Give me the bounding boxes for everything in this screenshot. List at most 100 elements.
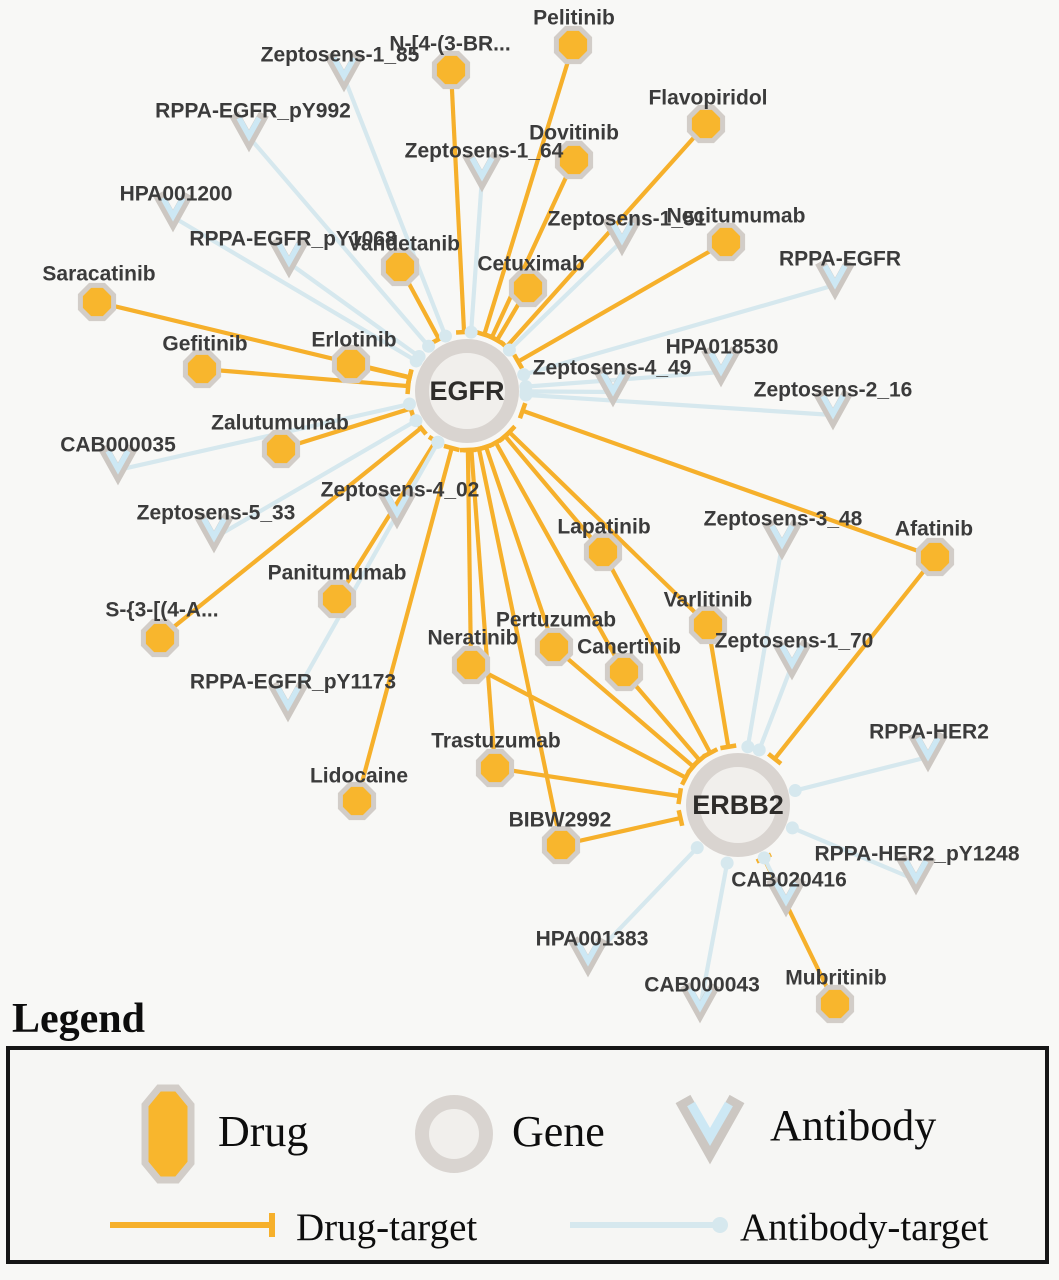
drug-node-canertinib[interactable]: Canertinib — [577, 636, 681, 692]
dot-arrowhead-icon — [757, 851, 771, 865]
node-label: N-[4-(3-BR... — [389, 33, 510, 56]
antibody-node-zeptosens_1_85[interactable]: Zeptosens-1_85 — [261, 44, 420, 93]
antibody-node-hpa001383[interactable]: HPA001383 — [536, 928, 649, 978]
edge-gefitinib-egfr — [201, 366, 412, 395]
drug-node-trastuzumab[interactable]: Trastuzumab — [431, 730, 561, 788]
antibody-chevron-inner-icon — [687, 987, 713, 1013]
antibody-legend-icon — [675, 1094, 745, 1165]
dot-arrowhead-icon — [402, 397, 416, 411]
antibody-chevron-inner-icon — [236, 116, 262, 142]
antibody-chevron-inner-icon — [331, 56, 357, 82]
node-label: Vandetanib — [348, 233, 460, 256]
dot-arrowhead-icon — [409, 414, 423, 428]
drug-node-panitumumab[interactable]: Panitumumab — [268, 562, 407, 619]
antibody-node-hpa001200[interactable]: HPA001200 — [120, 183, 233, 233]
node-label: RPPA-EGFR_pY1173 — [190, 671, 396, 694]
edge-rppa_egfr_py992-egfr — [247, 135, 436, 353]
network-figure: EGFR ERBB2 Pelitinib N-[4-(3-BR... Flavopiri… — [42, 7, 1020, 1024]
dot-arrowhead-icon — [502, 343, 516, 357]
drug-octagon-icon — [554, 140, 594, 180]
drug-node-cetuximab[interactable]: Cetuximab — [477, 253, 585, 308]
drug-octagon-icon — [182, 349, 222, 389]
antibody-node-zeptosens_1_64[interactable]: Zeptosens-1_64 — [405, 140, 564, 193]
antibody-node-zeptosens_5_33[interactable]: Zeptosens-5_33 — [137, 502, 296, 554]
drug-node-pelitinib[interactable]: Pelitinib — [533, 7, 615, 65]
gene-node-erbb2[interactable]: ERBB2 — [686, 753, 790, 857]
edge-zeptosens_2_16-egfr — [519, 388, 834, 418]
antibody-node-hpa018530[interactable]: HPA018530 — [666, 336, 779, 388]
edge-varlitinib-erbb2 — [705, 624, 737, 751]
drug-node-dovitinib[interactable]: Dovitinib — [529, 122, 619, 180]
drug-node-lapatinib[interactable]: Lapatinib — [557, 516, 651, 572]
antibody-node-rppa_egfr_py992[interactable]: RPPA-EGFR_pY992 — [155, 100, 351, 153]
node-label: Zeptosens-1_64 — [405, 140, 564, 163]
antibody-legend-label: Antibody — [770, 1101, 937, 1150]
drug-octagon-icon — [380, 247, 420, 287]
antibody-node-cab000035[interactable]: CAB000035 — [60, 434, 176, 486]
drug-node-necitumumab[interactable]: Necitumumab — [667, 205, 806, 262]
node-label: CAB000035 — [60, 434, 176, 457]
node-label: Panitumumab — [268, 562, 407, 585]
drug-node-bibw2992[interactable]: BIBW2992 — [509, 809, 612, 865]
node-label: Necitumumab — [667, 205, 806, 228]
antibody-node-zeptosens_1_51[interactable]: Zeptosens-1_51 — [548, 208, 707, 257]
drug-node-lidocaine[interactable]: Lidocaine — [310, 765, 408, 821]
antibody-chevron-inner-icon — [773, 881, 799, 907]
node-label: Gefitinib — [162, 333, 247, 356]
drug-node-vandetanib[interactable]: Vandetanib — [348, 233, 460, 287]
drug-node-afatinib[interactable]: Afatinib — [895, 518, 973, 577]
drug-node-gefitinib[interactable]: Gefitinib — [162, 333, 248, 389]
antibody-node-zeptosens_1_70[interactable]: Zeptosens-1_70 — [715, 630, 874, 681]
tee-arrowhead-icon — [676, 787, 684, 805]
gene-node-egfr[interactable]: EGFR — [415, 339, 519, 443]
antibody-node-rppa_egfr_py1068[interactable]: RPPA-EGFR_pY1068 — [189, 228, 397, 279]
gene-circle-icon — [686, 753, 790, 857]
drug-node-erlotinib[interactable]: Erlotinib — [311, 329, 397, 384]
drug-node-mubritinib[interactable]: Mubritinib — [785, 967, 887, 1024]
drug-octagon-icon — [915, 537, 955, 577]
drug-node-n4_3br[interactable]: N-[4-(3-BR... — [389, 33, 511, 90]
legend-box: Drug Gene Antibody Drug-target Antibody-… — [6, 1046, 1049, 1264]
antibody-chevron-inner-icon — [779, 644, 805, 670]
node-label: Zeptosens-5_33 — [137, 502, 296, 525]
drug-octagon-icon — [508, 268, 548, 308]
antibody-chevron-inner-icon — [708, 351, 734, 377]
drug-node-varlitinib[interactable]: Varlitinib — [664, 589, 753, 645]
drug-octagon-icon — [451, 645, 491, 685]
dot-arrowhead-icon — [519, 388, 533, 402]
node-label: Cetuximab — [477, 253, 584, 276]
drug-node-zalutumumab[interactable]: Zalutumumab — [211, 412, 349, 469]
drug-node-saracatinib[interactable]: Saracatinib — [42, 263, 156, 322]
antibody-chevron-inner-icon — [820, 394, 846, 420]
drug-octagon-icon — [261, 429, 301, 469]
drug-node-neratinib[interactable]: Neratinib — [427, 627, 519, 685]
antibody-node-zeptosens_4_49[interactable]: Zeptosens-4_49 — [533, 357, 692, 408]
antibody-node-rppa_her2[interactable]: RPPA-HER2 — [869, 721, 989, 773]
antibody-node-cab020416[interactable]: CAB020416 — [731, 869, 847, 918]
node-label: RPPA-HER2 — [869, 721, 989, 744]
antibody-chevron-inner-icon — [276, 242, 302, 268]
edge-varlitinib-egfr — [502, 424, 710, 627]
antibody-node-rppa_her2_py1248[interactable]: RPPA-HER2_pY1248 — [814, 843, 1020, 896]
tee-arrowhead-icon — [692, 753, 708, 768]
drug-node-pertuzumab[interactable]: Pertuzumab — [496, 609, 616, 667]
tee-arrowhead-icon — [405, 369, 414, 386]
node-label: Canertinib — [577, 636, 681, 659]
antibody-node-zeptosens_3_48[interactable]: Zeptosens-3_48 — [704, 508, 863, 561]
node-label: RPPA-HER2_pY1248 — [814, 843, 1019, 866]
tee-arrowhead-icon — [487, 436, 504, 449]
dot-arrowhead-icon — [720, 856, 734, 870]
antibody-node-rppa_egfr[interactable]: RPPA-EGFR — [779, 248, 901, 301]
dot-arrowhead-icon — [741, 740, 755, 754]
edge-bibw2992-egfr — [470, 444, 564, 846]
drug-octagon-icon — [431, 50, 471, 90]
drug-node-s3_4a[interactable]: S-{3-[(4-A... — [105, 599, 219, 658]
antibody-node-cab000043[interactable]: CAB000043 — [644, 974, 760, 1024]
tee-arrowhead-icon — [512, 353, 525, 370]
node-label: RPPA-EGFR_pY992 — [155, 100, 351, 123]
antibody-chevron-inner-icon — [769, 524, 795, 550]
antibody-node-zeptosens_4_02[interactable]: Zeptosens-4_02 — [321, 479, 480, 530]
antibody-node-rppa_egfr_py1173[interactable]: RPPA-EGFR_pY1173 — [190, 671, 396, 723]
drug-node-flavopiridol[interactable]: Flavopiridol — [648, 87, 768, 144]
antibody-node-zeptosens_2_16[interactable]: Zeptosens-2_16 — [754, 379, 913, 431]
